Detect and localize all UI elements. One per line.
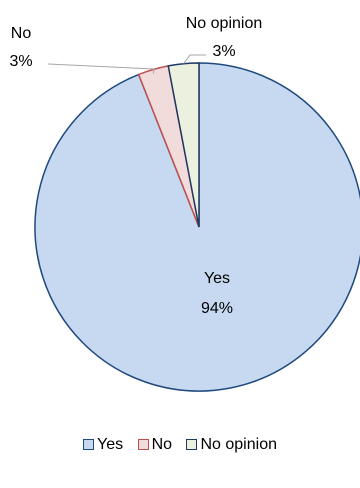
legend-label-no: No xyxy=(151,436,173,453)
legend-label-no-opinion: No opinion xyxy=(200,436,277,453)
legend-swatch-no-opinion xyxy=(186,439,198,450)
leader-lines xyxy=(47,54,206,74)
legend-swatch-no xyxy=(137,439,149,450)
leader-line-no-opinion xyxy=(183,54,206,65)
pie-slice-yes xyxy=(34,62,360,392)
data-label-category-yes: Yes xyxy=(204,270,230,287)
data-label-value-no-opinion: 3% xyxy=(212,43,235,60)
data-label-value-no: 3% xyxy=(9,53,32,70)
legend-item-yes: Yes xyxy=(83,436,123,454)
legend-swatch-yes xyxy=(83,439,95,450)
data-label-category-no: No xyxy=(11,25,32,42)
legend-item-no: No xyxy=(137,436,173,454)
legend-label-yes: Yes xyxy=(97,436,124,453)
leader-line-no xyxy=(47,63,155,74)
data-label-category-no-opinion: No opinion xyxy=(186,15,263,32)
slice-labels: Yes 94% No 3% No opinion 3% xyxy=(9,15,262,317)
legend: Yes No No opinion xyxy=(0,436,360,454)
legend-item-no-opinion: No opinion xyxy=(186,436,277,454)
pie-slice-no-opinion xyxy=(167,62,200,228)
pie-slices xyxy=(34,62,360,392)
data-label-value-yes: 94% xyxy=(201,300,233,317)
